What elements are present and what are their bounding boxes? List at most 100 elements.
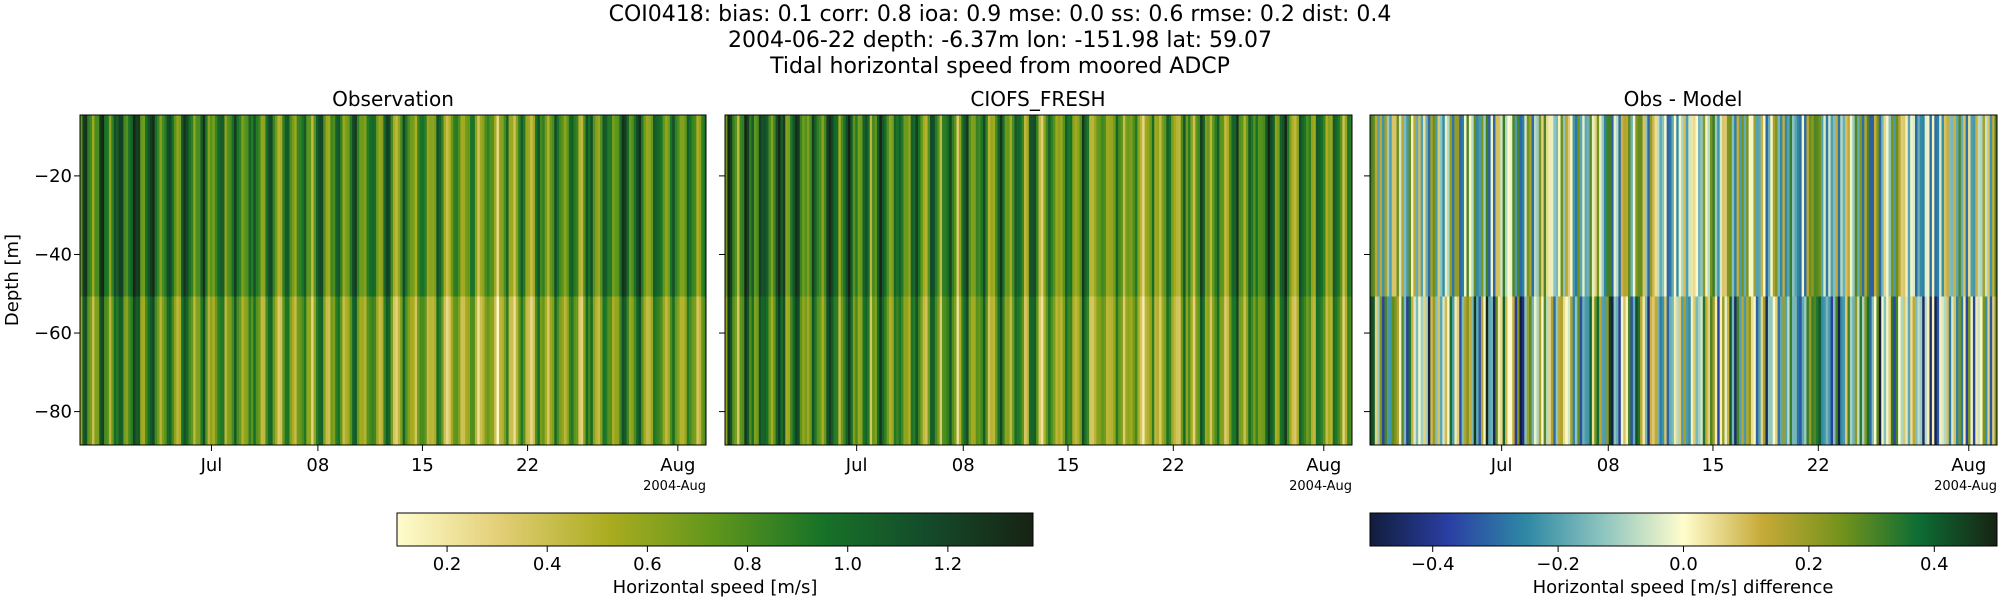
heatmap-stripe [458,115,462,297]
heatmap-stripe [850,115,854,297]
heatmap-stripe [860,296,864,445]
heatmap-stripe [1820,115,1824,297]
heatmap-stripe [797,296,801,445]
heatmap-stripe [1038,296,1042,445]
heatmap-stripe [87,296,91,445]
heatmap-stripe [1154,115,1158,297]
heatmap-stripe [1712,296,1716,445]
heatmap-stripe [1274,115,1278,297]
heatmap-stripe [1533,115,1537,297]
heatmap-stripe [1122,115,1126,297]
heatmap-stripe [1806,296,1810,445]
heatmap-stripe [118,115,122,297]
heatmap-stripe [1779,296,1783,445]
heatmap-stripe [1654,115,1658,297]
heatmap-stripe [1372,296,1376,445]
heatmap-stripe [212,296,216,445]
heatmap-stripe [1093,296,1097,445]
heatmap-stripe [1265,296,1269,445]
heatmap-stripe [782,296,786,445]
heatmap-stripe [792,296,796,445]
heatmap-stripe [633,296,637,445]
heatmap-stripe [1270,296,1274,445]
heatmap-stripe [1779,115,1783,297]
heatmap-stripe [1700,115,1704,297]
heatmap-stripe [780,296,784,445]
heatmap-stripe [1473,115,1477,297]
heatmap-stripe [1842,115,1846,297]
heatmap-stripe [681,296,685,445]
heatmap-stripe [1934,115,1938,297]
heatmap-stripe [1386,296,1390,445]
heatmap-stripe [265,296,269,445]
heatmap-stripe [405,296,409,445]
heatmap-stripe [809,115,813,297]
heatmap-difference [1370,115,1997,445]
heatmap-stripe [1847,115,1851,297]
heatmap-stripe [279,115,283,297]
heatmap-stripe [616,296,620,445]
heatmap-stripe [792,115,796,297]
colorbar-tick-label: 0.2 [1795,554,1824,575]
heatmap-stripe [1825,115,1829,297]
heatmap-stripe [243,115,247,297]
heatmap-stripe [942,115,946,297]
heatmap-stripe [1968,115,1972,297]
heatmap-stripe [1893,115,1897,297]
heatmap-stripe [864,296,868,445]
heatmap-stripe [1096,296,1100,445]
heatmap-stripe [1871,296,1875,445]
heatmap-stripe [657,296,661,445]
heatmap-stripe [645,115,649,297]
heatmap-stripe [1869,296,1873,445]
heatmap-stripe [1033,115,1037,297]
heatmap-stripe [1115,296,1119,445]
heatmap-stripe [1543,296,1547,445]
heatmap-stripe [171,115,175,297]
heatmap-stripe [1106,296,1110,445]
heatmap-stripe [1664,115,1668,297]
heatmap-stripe [595,296,599,445]
heatmap-stripe [1320,115,1324,297]
heatmap-stripe [1505,115,1509,297]
heatmap-stripe [927,296,931,445]
y-axis: Depth [m] −20−40−60−80 [2,166,1370,423]
heatmap-stripe [542,296,546,445]
heatmap-stripe [417,115,421,297]
heatmap-stripe [995,115,999,297]
heatmap-stripe [262,115,266,297]
heatmap-stripe [1243,296,1247,445]
heatmap-stripe [185,296,189,445]
x-tick-label: 22 [516,455,539,476]
heatmap-stripe [816,115,820,297]
heatmap-stripe [275,296,279,445]
heatmap-stripe [903,115,907,297]
heatmap-stripe [867,296,871,445]
heatmap-stripe [116,296,120,445]
heatmap-stripe [1466,296,1470,445]
y-tick-label: −80 [34,402,72,423]
x-tick-label: Jul [1490,455,1513,476]
heatmap-stripe [1394,296,1398,445]
heatmap-stripe [1613,115,1617,297]
heatmap-stripe [1286,115,1290,297]
axes-frame-difference [1369,114,1998,446]
heatmap-stripe [1159,115,1163,297]
heatmap-stripe [82,296,86,445]
heatmap-stripe [946,115,950,297]
heatmap-stripe [1980,296,1984,445]
heatmap-stripe [1502,115,1506,297]
heatmap-stripe [482,115,486,297]
heatmap-stripe [250,115,254,297]
heatmap-stripe [1806,115,1810,297]
heatmap-stripe [436,115,440,297]
heatmap-stripe [1915,296,1919,445]
heatmap-stripe [655,296,659,445]
heatmap-stripe [1306,115,1310,297]
heatmap-stripe [985,115,989,297]
heatmap-stripe [1628,296,1632,445]
heatmap-stripe [744,296,748,445]
heatmap-stripe [340,115,344,297]
heatmap-stripe [1185,296,1189,445]
heatmap-stripe [299,115,303,297]
